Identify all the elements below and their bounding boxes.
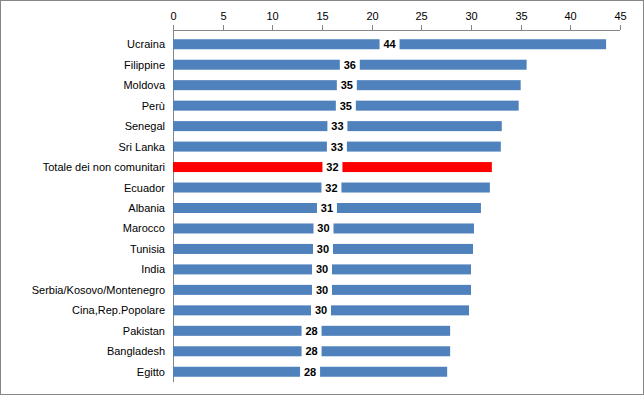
x-tick-label: 35 bbox=[515, 10, 527, 22]
x-axis bbox=[173, 30, 620, 31]
data-label: 30 bbox=[317, 243, 329, 255]
category-label: Filippine bbox=[124, 59, 165, 71]
data-label-bg bbox=[302, 343, 322, 359]
bar bbox=[173, 39, 606, 49]
data-label: 36 bbox=[344, 59, 356, 71]
category-label: Senegal bbox=[125, 120, 165, 132]
bar bbox=[173, 305, 469, 315]
data-label: 28 bbox=[305, 325, 317, 337]
bar bbox=[173, 80, 521, 90]
x-tick bbox=[173, 25, 174, 30]
category-label: Ecuador bbox=[124, 182, 165, 194]
category-label: Bangladesh bbox=[107, 345, 165, 357]
data-label: 28 bbox=[305, 345, 317, 357]
x-tick bbox=[471, 25, 472, 30]
category-label: Marocco bbox=[123, 222, 165, 234]
data-label-bg bbox=[302, 323, 322, 339]
x-tick-label: 40 bbox=[564, 10, 576, 22]
category-label: Sri Lanka bbox=[119, 141, 166, 153]
x-tick-label: 5 bbox=[220, 10, 226, 22]
data-label: 32 bbox=[326, 161, 338, 173]
bar bbox=[173, 183, 490, 193]
x-tick-label: 0 bbox=[170, 10, 176, 22]
x-tick bbox=[521, 25, 522, 30]
category-label: Ucraina bbox=[127, 38, 166, 50]
data-label-bg bbox=[311, 302, 331, 318]
bar bbox=[173, 285, 471, 295]
data-label: 35 bbox=[341, 79, 353, 91]
x-tick-label: 30 bbox=[465, 10, 477, 22]
data-label-bg bbox=[322, 159, 342, 175]
x-tick-label: 15 bbox=[316, 10, 328, 22]
x-tick bbox=[223, 25, 224, 30]
x-tick bbox=[421, 25, 422, 30]
data-labels: 44 36 35 35 33 33 32 32 31 30 30 30 30 30 28 28 28 bbox=[300, 36, 399, 380]
category-label: Pakistan bbox=[123, 325, 165, 337]
bar bbox=[173, 121, 502, 131]
data-label-bg bbox=[312, 282, 332, 298]
data-label: 35 bbox=[340, 100, 352, 112]
bar bbox=[173, 223, 474, 233]
bar bbox=[173, 264, 471, 274]
category-label: Perù bbox=[142, 100, 165, 112]
chart: 0 5 10 15 20 25 30 35 40 45 Ucraina Filippine Moldov… bbox=[0, 0, 644, 395]
data-label-bg bbox=[380, 36, 400, 52]
x-tick bbox=[322, 25, 323, 30]
bar bbox=[173, 326, 450, 336]
x-tick bbox=[620, 25, 621, 30]
data-label-bg bbox=[313, 241, 333, 257]
category-label: Tunisia bbox=[130, 243, 166, 255]
x-tick-label: 45 bbox=[614, 10, 626, 22]
data-label-bg bbox=[337, 77, 357, 93]
data-label-bg bbox=[317, 200, 337, 216]
data-label-bg bbox=[312, 261, 332, 277]
data-label: 44 bbox=[383, 38, 396, 50]
data-label-bg bbox=[336, 98, 356, 114]
bar bbox=[173, 162, 492, 172]
data-label-bg bbox=[327, 139, 347, 155]
category-label: Cina,Rep.Popolare bbox=[72, 304, 165, 316]
data-label-bg bbox=[327, 118, 347, 134]
data-label-bg bbox=[313, 220, 333, 236]
x-tick bbox=[372, 25, 373, 30]
chart-frame bbox=[1, 1, 644, 395]
data-label: 31 bbox=[321, 202, 333, 214]
data-label: 32 bbox=[325, 182, 337, 194]
data-label: 30 bbox=[316, 263, 328, 275]
bar bbox=[173, 101, 519, 111]
x-tick bbox=[570, 25, 571, 30]
x-tick bbox=[272, 25, 273, 30]
bar bbox=[173, 346, 450, 356]
data-label: 30 bbox=[317, 222, 329, 234]
data-label-bg bbox=[300, 364, 320, 380]
category-label: Totale dei non comunitari bbox=[43, 161, 165, 173]
bar bbox=[173, 142, 501, 152]
bar bbox=[173, 367, 447, 377]
data-label: 30 bbox=[315, 304, 327, 316]
x-tick-label: 25 bbox=[415, 10, 427, 22]
data-label-bg bbox=[321, 180, 341, 196]
x-tick-label: 10 bbox=[266, 10, 278, 22]
category-label: Serbia/Kosovo/Montenegro bbox=[32, 284, 165, 296]
data-label-bg bbox=[340, 57, 360, 73]
data-label: 28 bbox=[304, 366, 316, 378]
data-label: 33 bbox=[331, 120, 343, 132]
category-label: India bbox=[141, 263, 166, 275]
data-label: 33 bbox=[331, 141, 343, 153]
category-label: Moldova bbox=[123, 79, 165, 91]
category-label: Albania bbox=[128, 202, 166, 214]
bars bbox=[173, 39, 606, 377]
data-label: 30 bbox=[316, 284, 328, 296]
bar bbox=[173, 203, 481, 213]
category-label: Egitto bbox=[137, 366, 165, 378]
bar bbox=[173, 244, 473, 254]
x-tick-label: 20 bbox=[366, 10, 378, 22]
